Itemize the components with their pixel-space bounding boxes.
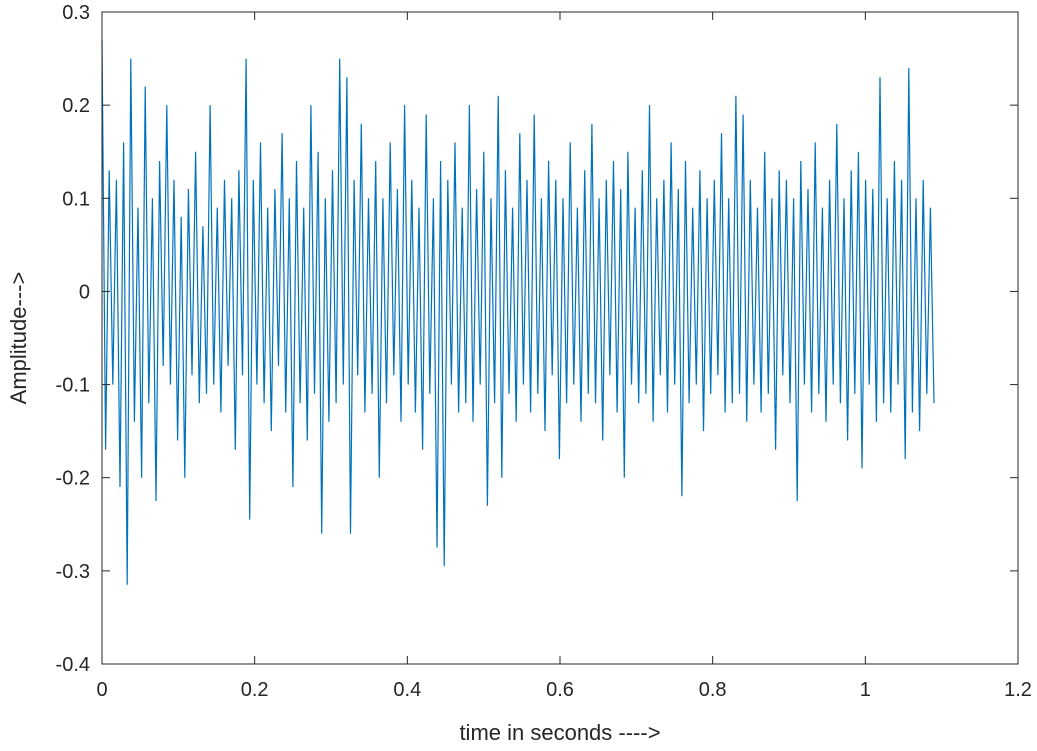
y-axis-label: Amplitude---> [6, 272, 31, 405]
y-tick-label: 0 [79, 281, 90, 303]
y-tick-label: 0.3 [62, 2, 90, 24]
y-tick-label: -0.4 [56, 654, 90, 676]
x-axis-label: time in seconds ----> [459, 720, 660, 745]
plot-area [102, 12, 1018, 664]
y-tick-label: 0.2 [62, 95, 90, 117]
y-tick-label: 0.1 [62, 188, 90, 210]
y-tick-label: -0.2 [56, 468, 90, 490]
x-tick-label: 0 [96, 679, 107, 701]
y-tick-label: -0.1 [56, 375, 90, 397]
x-tick-label: 0.4 [393, 679, 421, 701]
x-tick-label: 0.6 [546, 679, 574, 701]
series-line [101, 39, 935, 585]
x-tick-label: 1 [860, 679, 871, 701]
x-tick-label: 1.2 [1004, 679, 1032, 701]
x-tick-label: 0.2 [241, 679, 269, 701]
y-tick-label: -0.3 [56, 561, 90, 583]
x-tick-label: 0.8 [699, 679, 727, 701]
